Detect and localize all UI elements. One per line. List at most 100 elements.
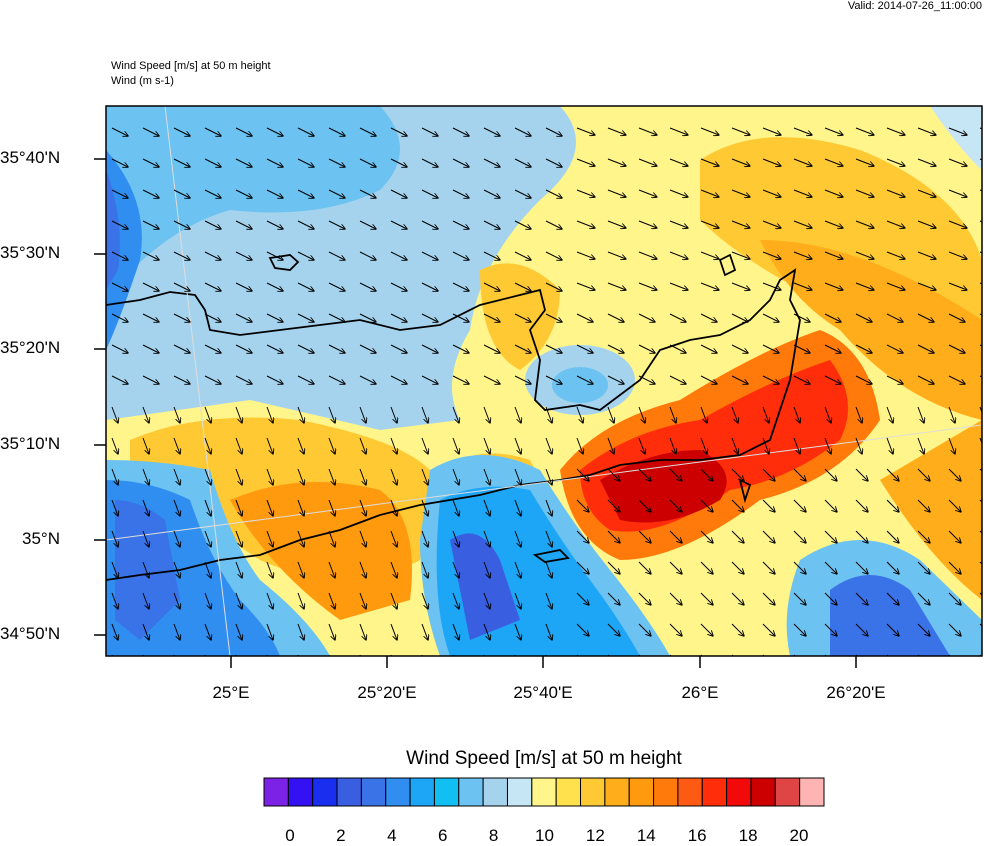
colorbar-swatch: [701, 777, 728, 807]
wind-arrow: [607, 499, 620, 512]
wind-arrow: [855, 313, 872, 322]
wind-arrow: [700, 499, 713, 512]
lat-label: 35°10'N: [0, 434, 61, 453]
wind-arrow: [886, 282, 905, 290]
wind-arrow: [111, 499, 118, 516]
wind-arrow: [204, 530, 211, 547]
colorbar-swatch: [580, 777, 606, 807]
wind-arrow: [917, 561, 930, 574]
wind-arrow: [235, 437, 242, 454]
wind-arrow: [421, 220, 438, 229]
wind-arrow: [390, 499, 397, 516]
wind-arrow: [390, 406, 397, 423]
wind-arrow: [576, 251, 595, 259]
wind-arrow: [173, 158, 190, 167]
wind-arrow: [111, 406, 118, 423]
wind-arrow: [638, 313, 655, 322]
wind-arrow: [607, 313, 624, 322]
wind-arrow: [762, 158, 781, 166]
wind-arrow: [576, 158, 595, 166]
wind-arrow: [855, 592, 868, 605]
wind-arrow: [111, 220, 128, 229]
wind-arrow: [421, 158, 438, 167]
wind-arrow: [793, 623, 806, 636]
lon-label: 26°20'E: [826, 683, 886, 702]
wind-arrow: [359, 623, 366, 640]
wind-arrow: [452, 406, 459, 423]
wind-arrow: [948, 592, 961, 605]
wind-arrow: [638, 158, 657, 166]
wind-arrow: [638, 127, 657, 135]
wind-arrow: [824, 468, 837, 481]
wind-arrow: [762, 654, 765, 656]
wind-arrow: [948, 406, 955, 423]
wind-arrow: [762, 468, 775, 481]
wind-arrow: [886, 592, 899, 605]
wind-arrow: [824, 220, 843, 228]
wind-arrow: [483, 468, 490, 485]
wind-arrow: [824, 499, 837, 512]
wind-arrow: [700, 189, 719, 197]
wind-arrow: [824, 592, 837, 605]
wind-vectors: [111, 127, 982, 656]
wind-arrow: [235, 406, 242, 423]
colorbar-swatch: [799, 777, 825, 807]
wind-arrow: [669, 251, 688, 259]
wind-arrow: [793, 313, 810, 322]
wind-arrow: [142, 406, 149, 423]
wind-arrow: [576, 220, 595, 228]
wind-arrow: [328, 499, 335, 516]
wind-arrow: [638, 189, 657, 197]
wind-arrow: [855, 561, 868, 574]
wind-arrow: [266, 468, 273, 485]
wind-arrow: [173, 344, 190, 353]
wind-arrow: [855, 189, 874, 197]
wind-arrow: [545, 592, 552, 609]
wind-arrow: [514, 251, 531, 260]
wind-arrow: [235, 499, 242, 516]
wind-arrow: [731, 406, 738, 423]
wind-arrow: [576, 127, 595, 135]
wind-arrow: [576, 530, 589, 543]
colorbar-tick-label: 0: [285, 826, 295, 845]
wind-arrow: [111, 344, 128, 353]
wind-arrow: [483, 158, 500, 167]
wind-arrow: [111, 375, 128, 384]
wind-arrow: [824, 654, 827, 656]
wind-arrow: [731, 313, 748, 322]
wind-arrow: [576, 189, 595, 197]
wind-arrow: [638, 220, 657, 228]
wind-arrow: [638, 406, 645, 423]
wind-arrow: [483, 251, 500, 260]
wind-arrow: [514, 406, 521, 423]
wind-arrow: [886, 220, 905, 228]
wind-arrow: [607, 406, 614, 423]
wind-arrow: [297, 406, 304, 423]
wind-arrow: [173, 282, 190, 291]
wind-arrow: [142, 623, 149, 640]
wind-arrow: [142, 127, 159, 136]
wind-arrow: [731, 592, 744, 605]
wind-arrow: [638, 251, 657, 259]
wind-arrow: [793, 654, 796, 656]
wind-arrow: [824, 561, 837, 574]
wind-arrow: [235, 251, 252, 260]
wind-arrow: [824, 437, 831, 454]
wind-arrow: [545, 623, 552, 640]
colorbar-swatch: [506, 777, 533, 807]
wind-arrow: [235, 220, 252, 229]
wind-arrow: [111, 127, 128, 136]
wind-arrow: [483, 623, 490, 640]
wind-arrow: [917, 623, 930, 636]
wind-arrow: [576, 592, 589, 605]
wind-arrow: [731, 468, 744, 481]
wind-arrow: [142, 468, 149, 485]
wind-arrow: [607, 468, 620, 481]
colorbar-tick-label: 18: [738, 826, 758, 845]
wind-arrow: [204, 561, 211, 578]
wind-arrow: [359, 251, 376, 260]
wind-arrow: [452, 530, 459, 547]
wind-arrow: [607, 220, 626, 228]
colorbar-swatch: [653, 777, 679, 807]
wind-arrow: [638, 375, 655, 384]
